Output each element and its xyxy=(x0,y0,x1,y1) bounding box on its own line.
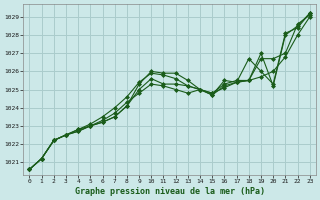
X-axis label: Graphe pression niveau de la mer (hPa): Graphe pression niveau de la mer (hPa) xyxy=(75,187,265,196)
